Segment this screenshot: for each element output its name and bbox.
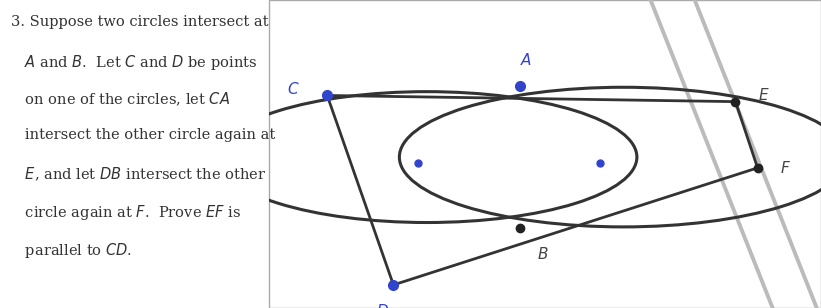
Text: $E$: $E$ (758, 87, 769, 103)
Text: $A$: $A$ (520, 52, 532, 68)
Text: $A$ and $B$.  Let $C$ and $D$ be points: $A$ and $B$. Let $C$ and $D$ be points (11, 53, 257, 72)
Text: $B$: $B$ (537, 246, 548, 262)
Text: 3. Suppose two circles intersect at: 3. Suppose two circles intersect at (11, 15, 268, 29)
Text: $F$: $F$ (780, 160, 791, 176)
Text: parallel to $CD$.: parallel to $CD$. (11, 241, 132, 260)
Text: $D$: $D$ (376, 303, 389, 308)
Text: on one of the circles, let $CA$: on one of the circles, let $CA$ (11, 91, 230, 108)
Text: $E$, and let $DB$ intersect the other: $E$, and let $DB$ intersect the other (11, 166, 266, 183)
Text: circle again at $F$.  Prove $EF$ is: circle again at $F$. Prove $EF$ is (11, 203, 241, 222)
Text: intersect the other circle again at: intersect the other circle again at (11, 128, 275, 142)
Text: $C$: $C$ (287, 81, 300, 97)
